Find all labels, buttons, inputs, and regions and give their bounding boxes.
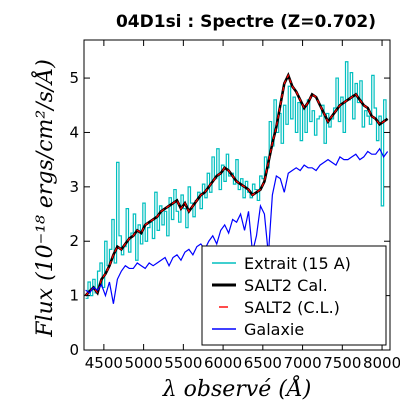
x-tick-label: 7500 <box>323 354 361 372</box>
ticks-layer: 4500 5000 5500 6000 6500 7000 7500 8000 0 1 2 3 4 5 <box>69 40 400 372</box>
series-line-2 <box>85 73 388 297</box>
x-axis-label: λ observé (Å) <box>162 374 312 400</box>
series-line-3 <box>85 147 389 304</box>
x-tick-label: 6000 <box>204 354 242 372</box>
y-tick-label: 1 <box>69 287 79 305</box>
legend-label: SALT2 (C.L.) <box>244 298 340 317</box>
legend-label: Galaxie <box>244 320 304 339</box>
chart-title: 04D1si : Spectre (Z=0.702) <box>116 12 376 32</box>
y-tick-label: 3 <box>69 178 79 196</box>
x-tick-label: 5000 <box>125 354 163 372</box>
series-layer <box>84 61 389 304</box>
y-tick-label: 2 <box>69 232 79 250</box>
plot-frame <box>83 39 391 351</box>
legend-label: Extrait (15 A) <box>244 254 351 273</box>
y-tick-label: 5 <box>69 69 79 87</box>
series-line-0 <box>85 61 387 299</box>
x-tick-label: 8000 <box>363 354 400 372</box>
legend: Extrait (15 A) SALT2 Cal. SALT2 (C.L.) Gala… <box>201 245 387 346</box>
x-tick-label: 4500 <box>85 354 123 372</box>
x-tick-label: 5500 <box>164 354 202 372</box>
y-tick-label: 4 <box>69 123 79 141</box>
y-tick-label: 0 <box>69 341 79 359</box>
x-tick-label: 7000 <box>283 354 321 372</box>
y-axis-label: Flux (10⁻¹⁸ ergs/cm²/s/Å) <box>30 59 58 338</box>
x-tick-label: 6500 <box>244 354 282 372</box>
legend-label: SALT2 Cal. <box>244 276 328 295</box>
